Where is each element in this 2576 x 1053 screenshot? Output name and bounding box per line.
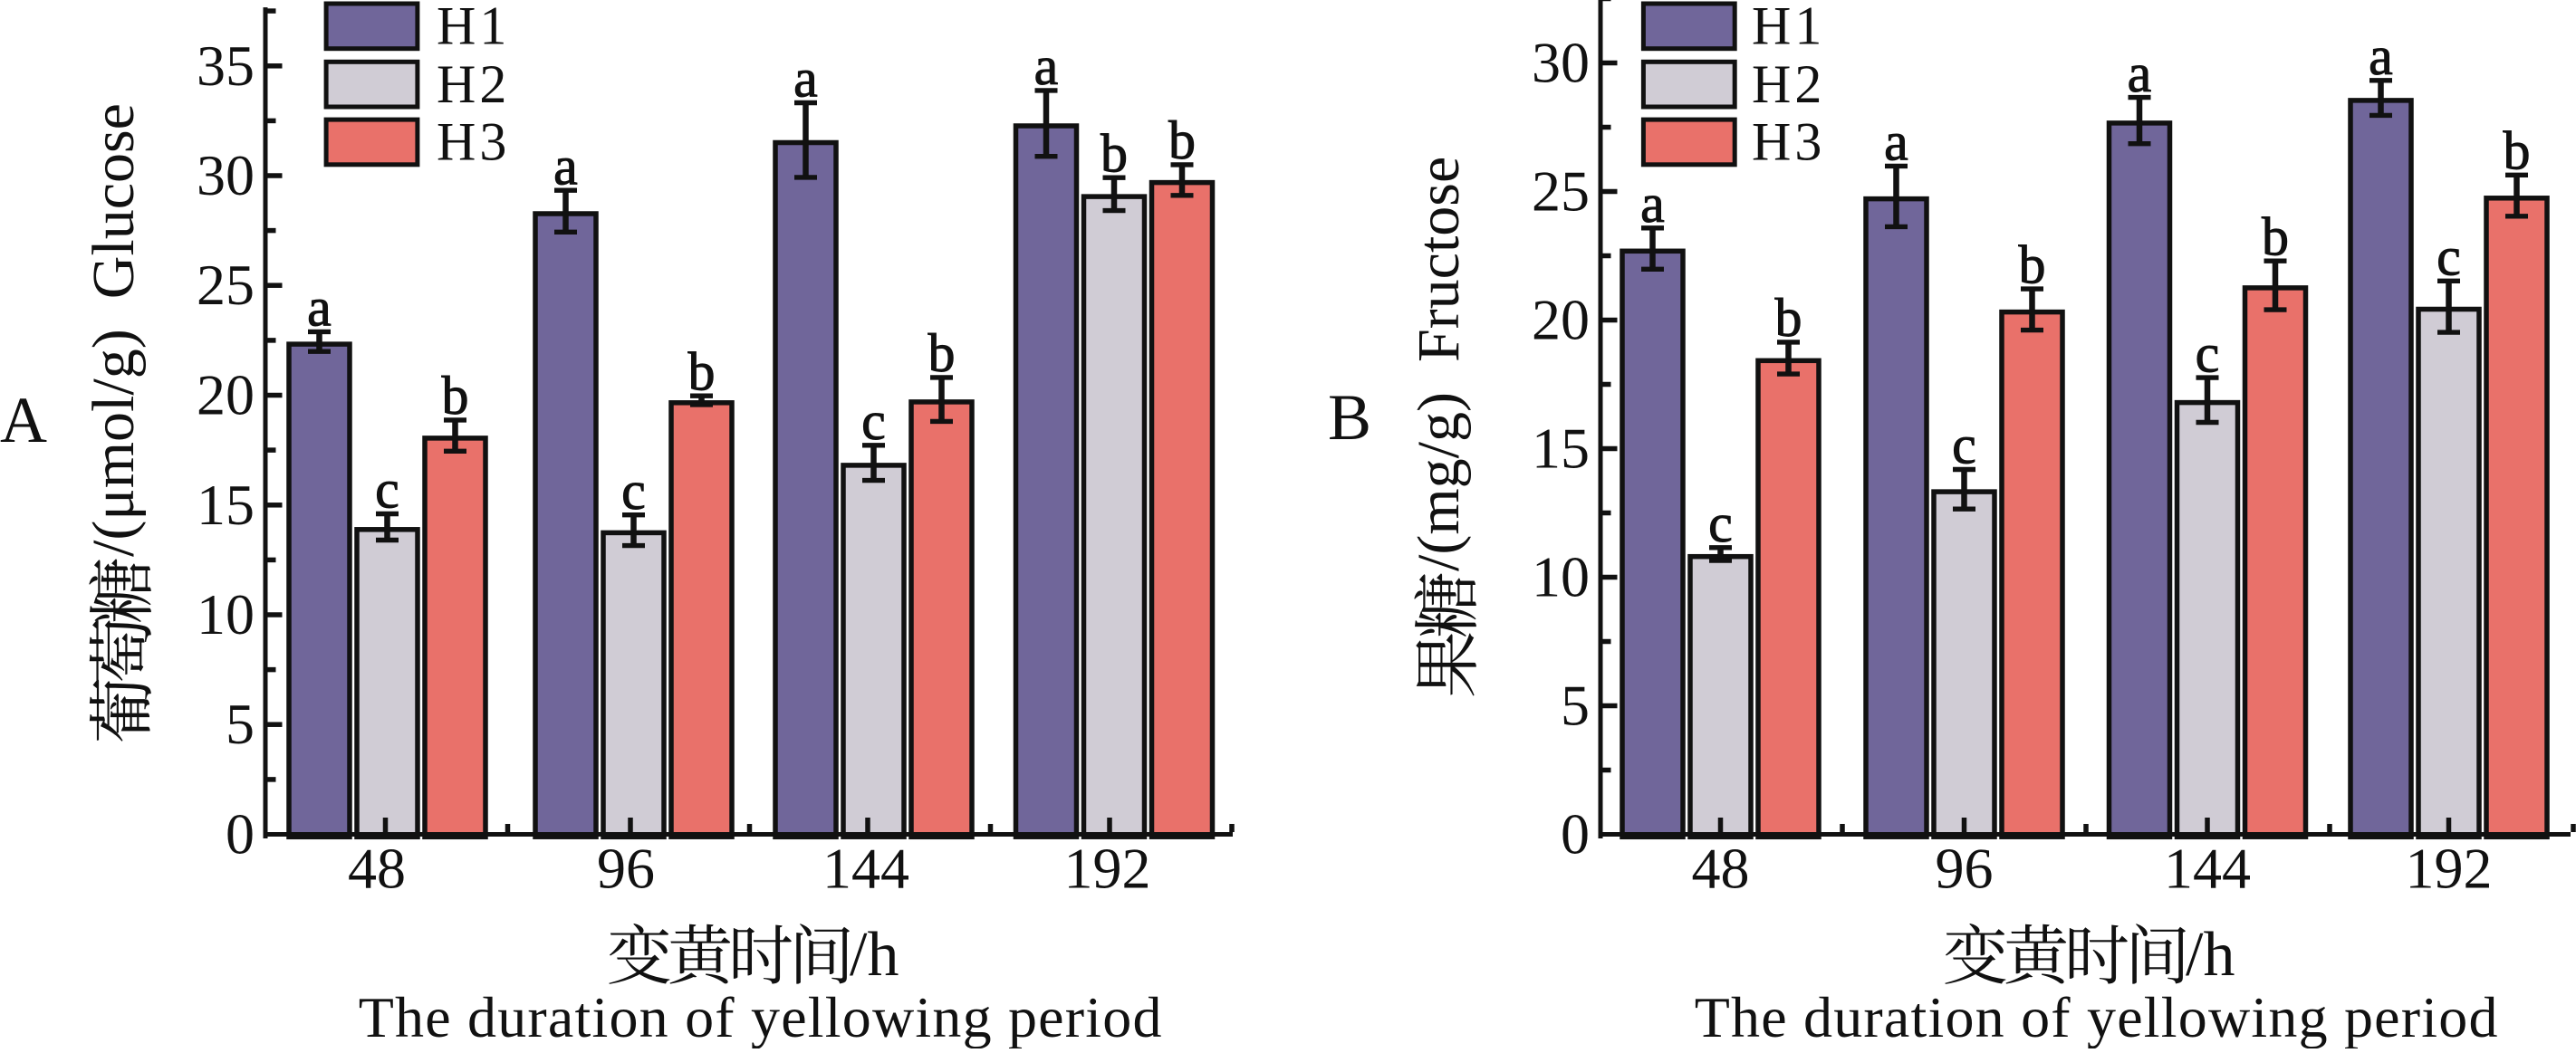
svg-text:25: 25	[197, 253, 255, 317]
svg-text:/(μmol/g) Glucose: /(μmol/g) Glucose	[81, 103, 147, 557]
svg-text:c: c	[621, 461, 646, 521]
svg-text:96: 96	[597, 837, 655, 901]
svg-text:H1: H1	[437, 0, 510, 56]
svg-text:H1: H1	[1752, 0, 1825, 56]
svg-text:192: 192	[2406, 837, 2493, 901]
svg-text:20: 20	[197, 363, 255, 427]
svg-text:a: a	[1640, 174, 1665, 234]
svg-text:25: 25	[1532, 159, 1590, 224]
svg-text:a: a	[553, 136, 578, 196]
svg-text:H2: H2	[1752, 54, 1825, 114]
svg-text:b: b	[1775, 288, 1802, 348]
svg-text:b: b	[2262, 206, 2289, 266]
svg-text:b: b	[442, 366, 469, 426]
svg-text:5: 5	[226, 692, 255, 756]
svg-text:0: 0	[1561, 802, 1590, 866]
svg-text:b: b	[1101, 123, 1128, 183]
svg-text:H3: H3	[437, 112, 510, 172]
svg-text:35: 35	[197, 34, 255, 98]
svg-text:c: c	[2437, 227, 2461, 287]
svg-text:5: 5	[1561, 674, 1590, 738]
svg-text:b: b	[688, 341, 716, 401]
svg-text:The duration of yellowing peri: The duration of yellowing period	[1695, 985, 2499, 1048]
svg-text:c: c	[2196, 323, 2220, 383]
svg-text:a: a	[2369, 26, 2393, 86]
svg-text:c: c	[1708, 493, 1733, 553]
svg-text:10: 10	[1532, 545, 1590, 609]
svg-text:c: c	[1952, 416, 1976, 475]
svg-text:10: 10	[197, 582, 255, 646]
svg-text:15: 15	[1532, 416, 1590, 481]
svg-text:/h: /h	[2186, 920, 2235, 990]
svg-text:H3: H3	[1752, 112, 1825, 172]
svg-text:b: b	[2019, 235, 2046, 294]
svg-text:96: 96	[1936, 837, 1994, 901]
svg-text:a: a	[2128, 43, 2152, 103]
svg-text:48: 48	[1692, 837, 1750, 901]
svg-text:15: 15	[197, 473, 255, 537]
svg-text:The duration of yellowing peri: The duration of yellowing period	[359, 985, 1163, 1048]
svg-text:192: 192	[1064, 837, 1151, 901]
svg-text:/h: /h	[850, 920, 899, 990]
svg-text:B: B	[1328, 381, 1371, 454]
svg-text:30: 30	[197, 143, 255, 207]
svg-text:a: a	[307, 278, 332, 338]
svg-text:b: b	[1168, 110, 1196, 170]
svg-text:a: a	[1884, 112, 1908, 172]
svg-text:144: 144	[2164, 837, 2251, 901]
svg-text:0: 0	[226, 802, 255, 866]
svg-text:c: c	[375, 460, 399, 520]
svg-text:30: 30	[1532, 31, 1590, 95]
svg-text:144: 144	[822, 837, 909, 901]
svg-text:b: b	[2504, 121, 2531, 181]
svg-text:a: a	[793, 49, 818, 109]
svg-text:A: A	[0, 384, 47, 456]
svg-text:H2: H2	[437, 54, 510, 114]
svg-text:c: c	[861, 391, 886, 451]
svg-text:/(mg/g) Fructose: /(mg/g) Fructose	[1406, 157, 1472, 571]
svg-text:b: b	[928, 323, 956, 383]
svg-text:48: 48	[348, 837, 406, 901]
svg-text:a: a	[1034, 36, 1059, 96]
svg-text:20: 20	[1532, 288, 1590, 352]
